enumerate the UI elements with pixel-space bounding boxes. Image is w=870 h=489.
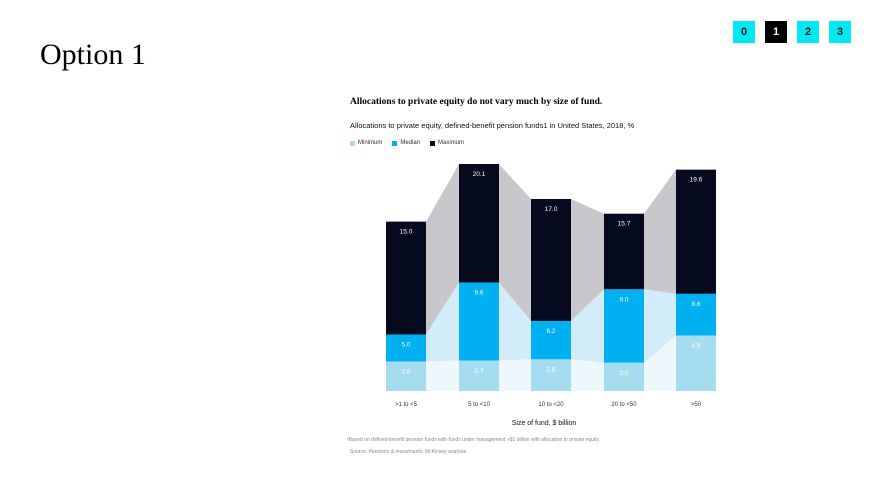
data-label-minimum: 2.7 [474, 368, 483, 375]
bar-segment-maximum [676, 169, 716, 294]
bar-segment-median [386, 334, 426, 362]
bar-segment-minimum [531, 359, 571, 391]
bar-segment-maximum [386, 221, 426, 335]
data-label-maximum: 19.6 [690, 177, 703, 184]
source-prefix: Source: [350, 449, 369, 455]
bar-segment-median [676, 293, 716, 336]
median-band [571, 289, 604, 363]
bar-segment-median [531, 320, 571, 360]
bar-segment-median [604, 289, 644, 363]
data-label-median: 6.2 [546, 328, 555, 335]
bar-segment-maximum [531, 199, 571, 321]
range-band [571, 199, 604, 321]
minimum-band [571, 359, 604, 391]
data-label-median: 5.0 [401, 342, 410, 349]
data-label-minimum: 2.5 [619, 370, 628, 377]
source-name: Pensions & Investments [368, 449, 423, 455]
median-band [499, 282, 531, 361]
x-tick-label: 10 to <20 [538, 402, 564, 408]
bar-segment-maximum [459, 164, 499, 283]
page-title: Option 1 [40, 38, 146, 71]
data-label-minimum: 4.9 [691, 343, 700, 350]
tab-3[interactable]: 3 [829, 21, 851, 43]
bar-segment-minimum [676, 335, 716, 391]
tab-2[interactable]: 2 [797, 21, 819, 43]
legend-swatch-maximum [430, 140, 436, 146]
bar-segment-minimum [459, 360, 499, 391]
legend-swatch-median [392, 140, 398, 146]
data-label-median: 9.0 [619, 296, 628, 303]
data-label-maximum: 15.0 [400, 229, 413, 236]
bar-segment-median [459, 282, 499, 361]
data-label-maximum: 15.7 [618, 221, 631, 228]
chart-legend: Minimum Median Maximum [350, 140, 464, 146]
x-tick-label: 20 to <50 [611, 402, 637, 408]
data-label-maximum: 20.1 [473, 171, 486, 178]
data-label-median: 9.6 [474, 290, 483, 297]
x-axis-label: Size of fund, $ billion [512, 420, 577, 427]
bar-segment-minimum [604, 362, 644, 391]
legend-swatch-minimum [350, 140, 355, 146]
legend-item-median: Median [392, 140, 420, 146]
legend-label-maximum: Maximum [438, 140, 465, 146]
data-label-median: 8.6 [691, 301, 700, 308]
tab-0[interactable]: 0 [733, 21, 755, 43]
chart-source: Source: Pensions & Investments; McKinsey… [350, 449, 466, 455]
data-label-maximum: 17.0 [545, 206, 558, 213]
x-tick-label: >1 to <5 [395, 402, 418, 408]
range-band [426, 164, 459, 335]
median-band [644, 289, 676, 363]
legend-item-minimum: Minimum [350, 140, 382, 146]
bar-segment-maximum [604, 213, 644, 290]
chart-footnote: ¹Based on defined-benefit pension funds … [347, 437, 600, 443]
slide-nav: 0 1 2 3 [733, 21, 851, 43]
data-label-minimum: 2.8 [546, 366, 555, 373]
source-suffix: ; McKinsey analysis [422, 449, 467, 455]
range-band [499, 164, 531, 321]
data-label-minimum: 2.6 [401, 369, 410, 376]
bar-segment-minimum [386, 361, 426, 391]
legend-item-maximum: Maximum [430, 140, 464, 146]
x-tick-label: >50 [691, 402, 702, 408]
x-tick-label: 5 to <10 [468, 402, 491, 408]
legend-label-median: Median [400, 140, 421, 146]
range-band [644, 169, 676, 294]
minimum-band [426, 360, 459, 391]
chart-title: Allocations to private equity do not var… [350, 97, 603, 107]
legend-label-minimum: Minimum [358, 140, 383, 146]
tab-1[interactable]: 1 [765, 21, 787, 43]
median-band [426, 282, 459, 362]
chart-subtitle: Allocations to private equity, defined-b… [350, 121, 635, 130]
minimum-band [499, 359, 531, 391]
minimum-band [644, 335, 676, 391]
